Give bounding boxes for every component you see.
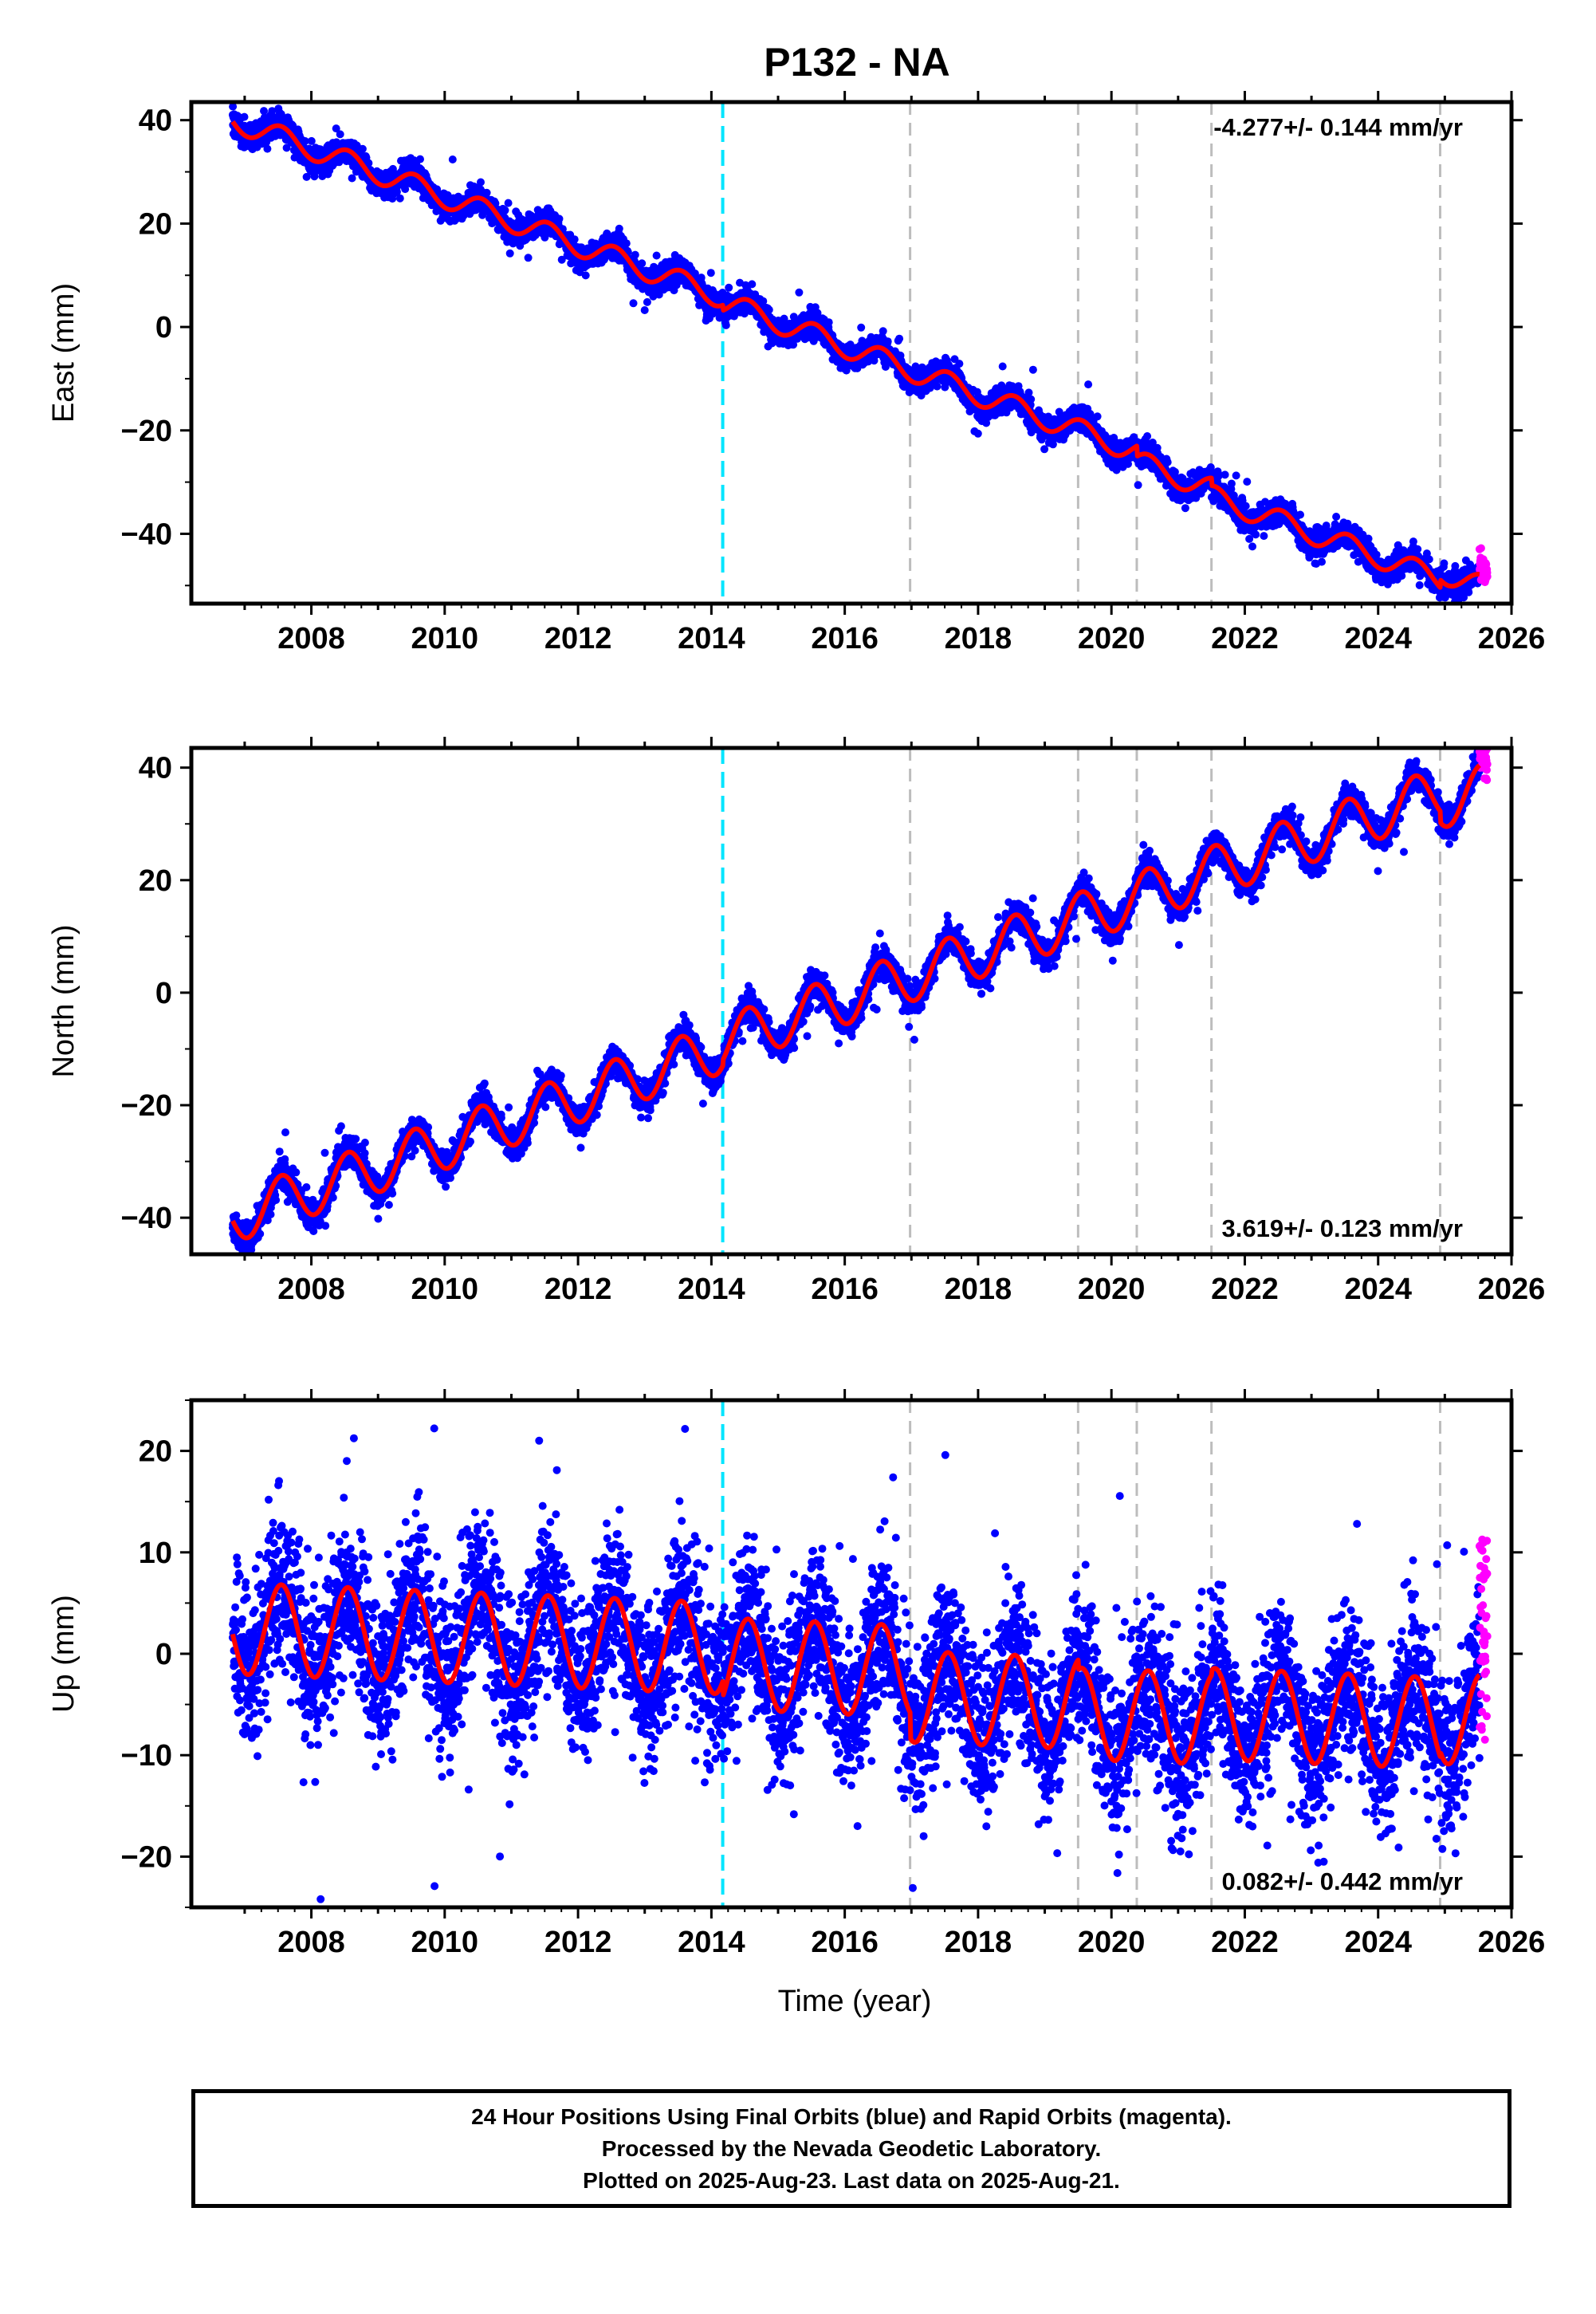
data-point <box>229 102 238 111</box>
data-point <box>240 112 249 121</box>
data-point <box>1170 467 1179 476</box>
plot-area <box>228 92 1492 604</box>
data-point <box>638 259 647 268</box>
data-point <box>1181 504 1189 513</box>
data-point <box>643 297 651 306</box>
data-point <box>301 137 309 145</box>
data-point <box>1143 432 1152 440</box>
data-point <box>501 206 509 214</box>
data-point <box>268 107 277 116</box>
panels: 2008 2010 2012 2014 2016 2018 2020 2022 2024 2026… <box>47 91 1545 1959</box>
data-point <box>392 187 401 196</box>
data-point <box>615 224 623 233</box>
data-point <box>504 199 513 207</box>
data-point <box>955 360 964 368</box>
data-point <box>491 199 500 207</box>
data-point <box>895 334 904 343</box>
data-point <box>348 174 356 183</box>
data-point <box>581 271 590 280</box>
data-point <box>640 306 649 314</box>
data-point <box>307 136 316 145</box>
data-point <box>570 235 579 244</box>
data-point <box>622 239 631 248</box>
data-point <box>364 159 373 167</box>
data-point <box>524 254 533 262</box>
data-point <box>1134 481 1142 490</box>
data-point <box>302 172 311 181</box>
data-point <box>395 194 404 203</box>
data-point <box>1028 365 1037 374</box>
data-point <box>795 288 804 297</box>
data-point <box>482 188 491 197</box>
data-point <box>725 283 733 292</box>
data-point <box>998 362 1007 371</box>
data-point <box>336 130 344 139</box>
data-point <box>1027 395 1036 403</box>
panel-east: 2008 2010 2012 2014 2016 2018 2020 2022 2024 2026… <box>47 91 1545 655</box>
data-point <box>448 155 457 163</box>
data-point <box>824 318 833 327</box>
data-point <box>358 144 367 153</box>
data-point <box>631 250 639 259</box>
data-point <box>652 251 661 260</box>
data-point <box>706 269 715 277</box>
data-point <box>629 299 638 308</box>
data-point <box>1163 458 1172 466</box>
plot-title: P132 - NA <box>764 40 949 85</box>
data-point <box>282 144 291 152</box>
data-point <box>857 323 866 332</box>
data-point <box>477 178 485 187</box>
data-point <box>416 155 424 163</box>
data-point <box>879 327 887 336</box>
data-point <box>748 280 757 289</box>
data-point <box>555 214 564 223</box>
data-point <box>316 145 324 154</box>
data-point <box>505 249 514 258</box>
data-point <box>721 321 730 329</box>
data-point <box>1093 412 1102 421</box>
data-point <box>260 107 268 116</box>
data-point <box>1084 380 1093 389</box>
data-point <box>883 337 892 346</box>
data-point <box>263 144 272 153</box>
data-point <box>765 305 773 314</box>
final-orbit-points <box>228 92 1484 604</box>
data-point <box>1221 470 1229 479</box>
data-point <box>310 172 319 181</box>
data-point <box>279 92 287 100</box>
data-point <box>973 429 982 438</box>
data-point <box>332 124 340 133</box>
